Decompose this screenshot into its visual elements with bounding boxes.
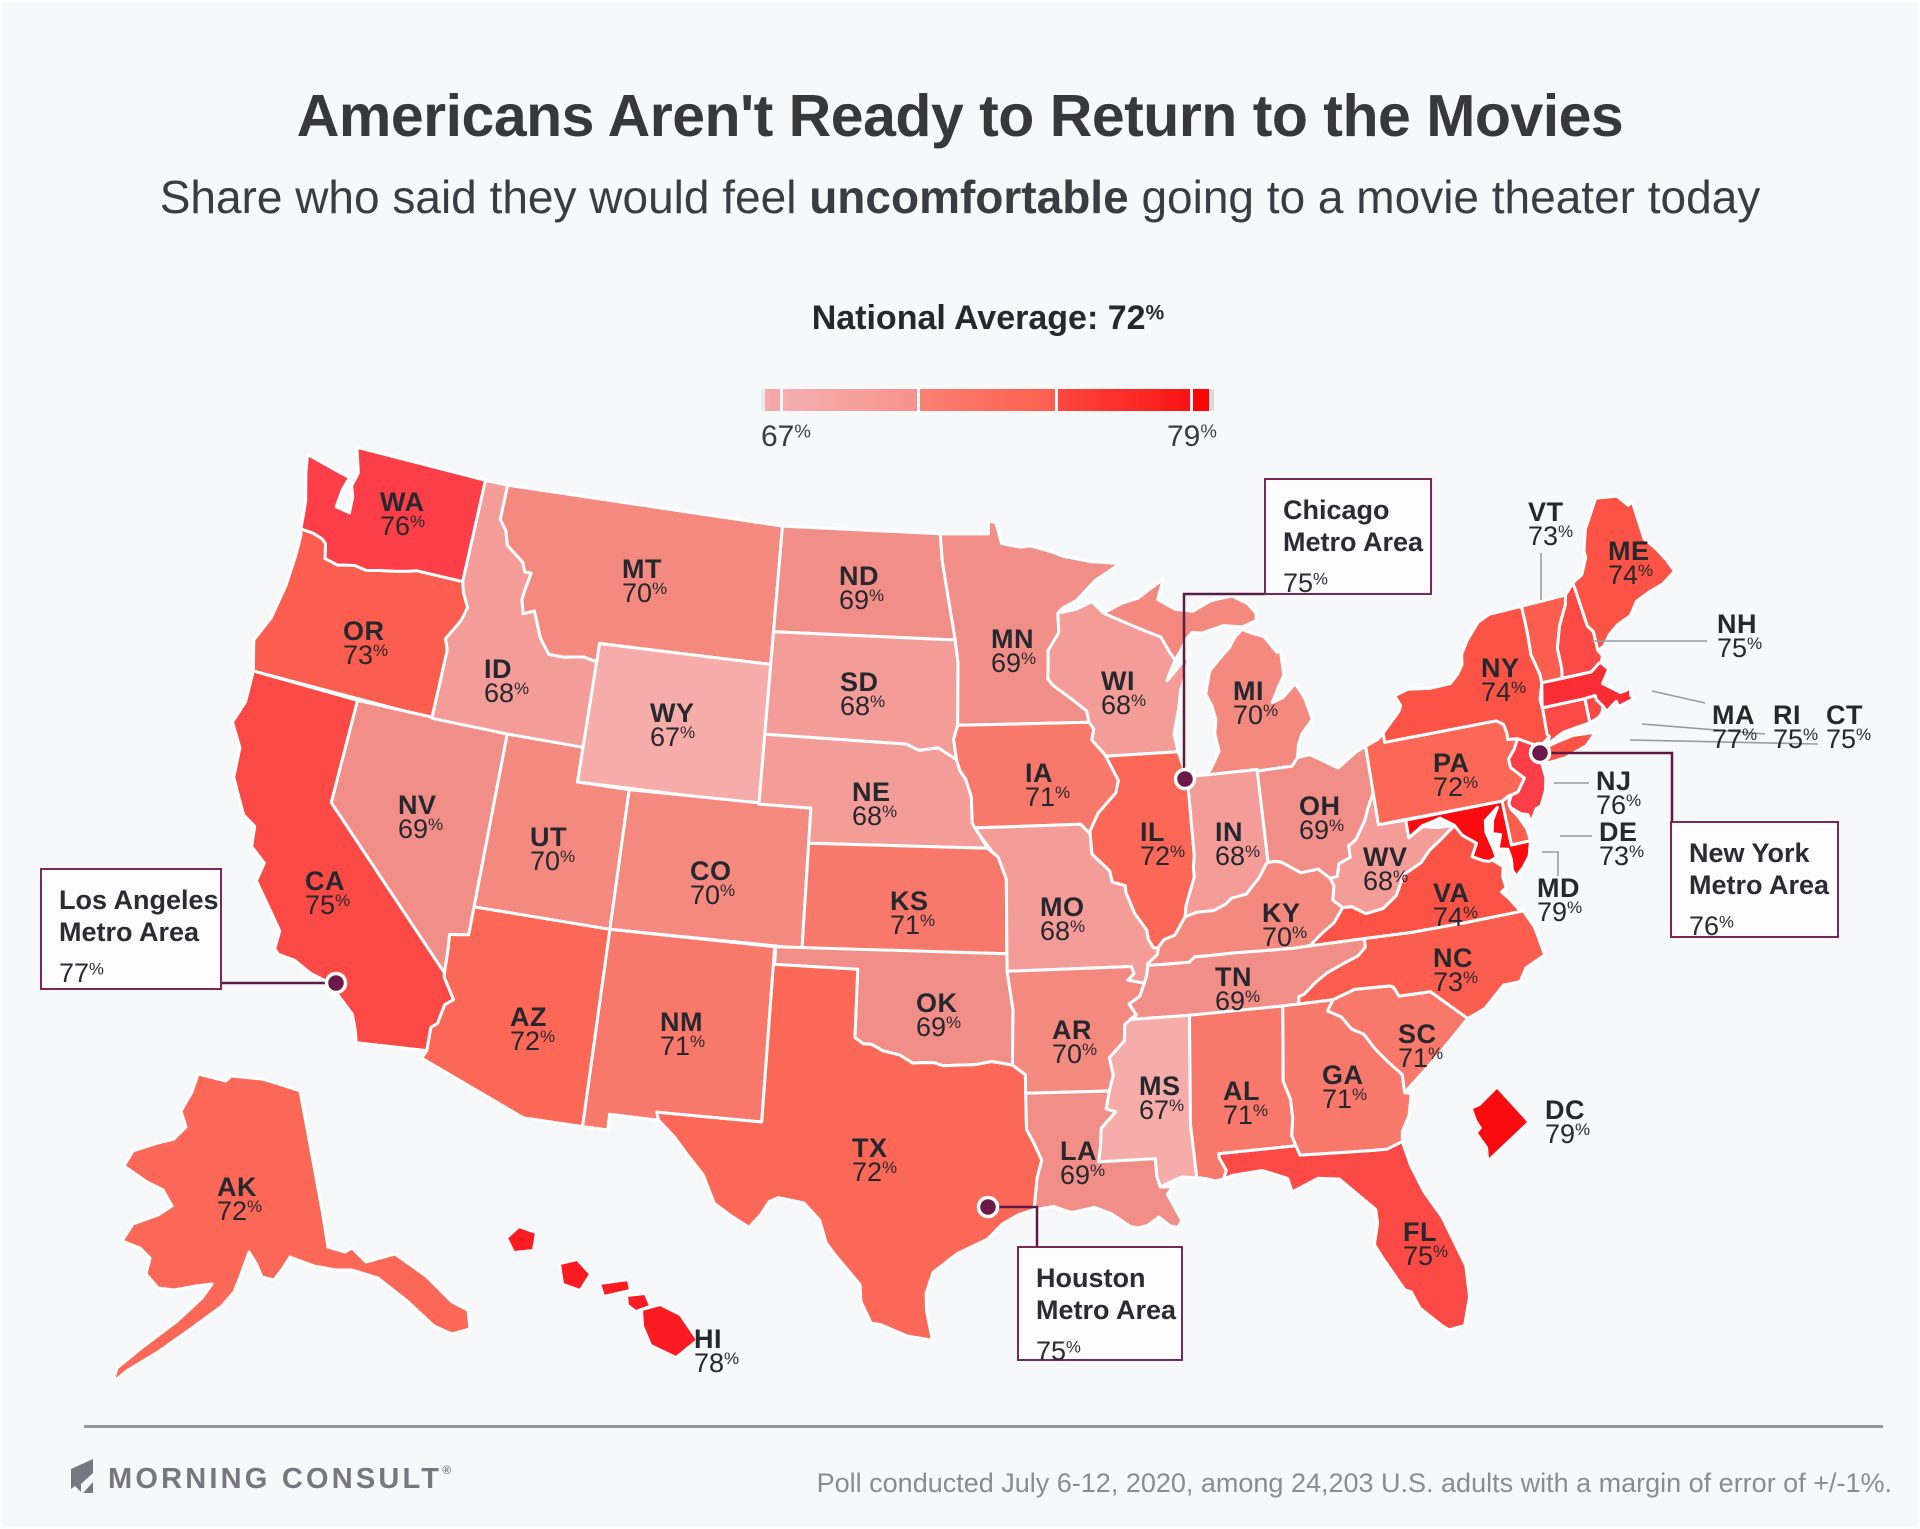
svg-text:76%: 76% — [1596, 790, 1641, 820]
svg-text:HI: HI — [694, 1324, 722, 1354]
svg-text:NJ: NJ — [1596, 766, 1632, 796]
svg-text:ND: ND — [839, 561, 879, 591]
svg-text:VA: VA — [1433, 878, 1470, 908]
svg-text:69%: 69% — [916, 1012, 961, 1042]
svg-text:WV: WV — [1363, 842, 1408, 872]
svg-text:NC: NC — [1433, 943, 1473, 973]
svg-text:AL: AL — [1223, 1076, 1260, 1106]
svg-text:OR: OR — [343, 616, 385, 646]
svg-text:VT: VT — [1528, 497, 1564, 527]
svg-text:ID: ID — [484, 654, 512, 684]
svg-text:MD: MD — [1537, 873, 1580, 903]
svg-text:DE: DE — [1599, 817, 1638, 847]
svg-text:69%: 69% — [398, 814, 443, 844]
svg-text:NH: NH — [1717, 609, 1757, 639]
svg-text:GA: GA — [1322, 1060, 1364, 1090]
svg-text:UT: UT — [530, 822, 567, 852]
svg-text:AK: AK — [217, 1172, 257, 1202]
svg-text:DC: DC — [1545, 1095, 1585, 1125]
svg-text:MO: MO — [1040, 892, 1085, 922]
svg-text:78%: 78% — [694, 1348, 739, 1378]
svg-text:68%: 68% — [852, 801, 897, 831]
svg-text:72%: 72% — [217, 1196, 262, 1226]
svg-text:79%: 79% — [1545, 1119, 1590, 1149]
svg-text:FL: FL — [1403, 1217, 1437, 1247]
svg-text:LA: LA — [1060, 1136, 1097, 1166]
svg-text:75%: 75% — [1826, 724, 1871, 754]
svg-text:71%: 71% — [1398, 1043, 1443, 1073]
svg-text:MN: MN — [991, 624, 1034, 654]
svg-text:KS: KS — [890, 886, 929, 916]
svg-text:CO: CO — [690, 856, 732, 886]
svg-text:IN: IN — [1215, 817, 1243, 847]
svg-text:IA: IA — [1025, 758, 1053, 788]
svg-text:ME: ME — [1608, 536, 1650, 566]
svg-text:WI: WI — [1101, 666, 1135, 696]
svg-text:SC: SC — [1398, 1019, 1437, 1049]
svg-text:72%: 72% — [510, 1026, 555, 1056]
svg-text:PA: PA — [1433, 748, 1470, 778]
svg-text:CT: CT — [1826, 700, 1863, 730]
svg-text:AR: AR — [1052, 1015, 1092, 1045]
svg-text:NY: NY — [1481, 653, 1520, 683]
svg-text:73%: 73% — [1528, 521, 1573, 551]
svg-text:75%: 75% — [1773, 724, 1818, 754]
svg-text:CA: CA — [305, 866, 345, 896]
svg-text:TN: TN — [1215, 962, 1252, 992]
svg-text:OH: OH — [1299, 791, 1341, 821]
svg-text:SD: SD — [840, 667, 879, 697]
svg-text:MI: MI — [1233, 676, 1264, 706]
svg-text:MT: MT — [622, 554, 662, 584]
svg-text:IL: IL — [1140, 817, 1165, 847]
svg-text:NM: NM — [660, 1007, 703, 1037]
svg-text:MA: MA — [1712, 700, 1755, 730]
svg-text:MS: MS — [1139, 1071, 1181, 1101]
svg-text:73%: 73% — [1599, 841, 1644, 871]
svg-text:NE: NE — [852, 777, 891, 807]
svg-text:79%: 79% — [1537, 897, 1582, 927]
svg-text:KY: KY — [1262, 898, 1301, 928]
svg-text:TX: TX — [852, 1133, 888, 1163]
svg-text:WY: WY — [650, 698, 695, 728]
svg-text:77%: 77% — [1712, 724, 1757, 754]
svg-text:75%: 75% — [1717, 633, 1762, 663]
svg-text:RI: RI — [1773, 700, 1801, 730]
svg-text:OK: OK — [916, 988, 958, 1018]
svg-text:NV: NV — [398, 790, 437, 820]
svg-text:WA: WA — [380, 487, 425, 517]
svg-text:AZ: AZ — [510, 1002, 547, 1032]
